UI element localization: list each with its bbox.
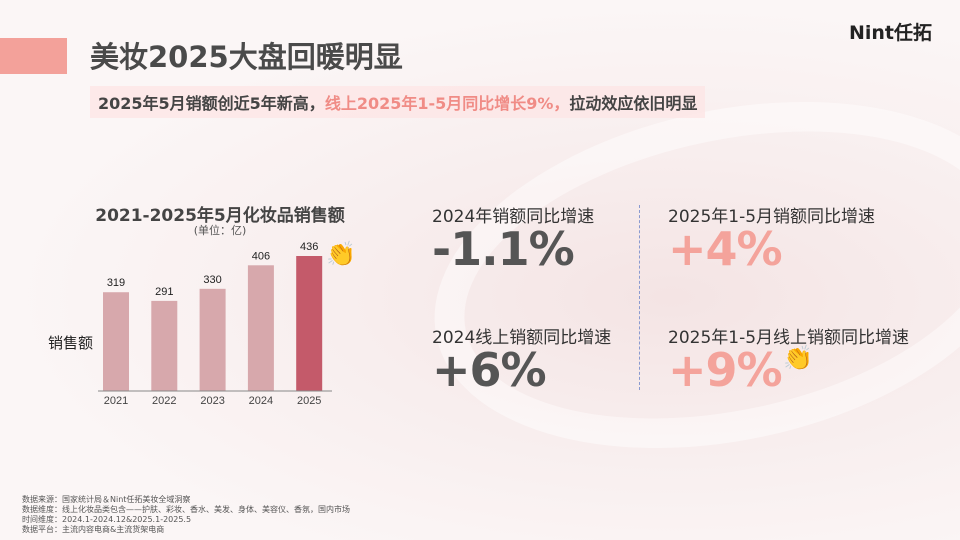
- bar: [151, 300, 178, 391]
- bar-value-label: 406: [252, 250, 270, 262]
- footer-line: 时间维度：2024.1-2024.12&2025.1-2025.5: [22, 515, 192, 524]
- footer-line: 数据平台：主流内容电商&主流货架电商: [22, 525, 165, 534]
- x-tick-label: 2025: [297, 395, 321, 407]
- stat-label: 2024年销额同比增速: [432, 207, 595, 227]
- stat-label: 2025年1-5月销额同比增速: [668, 207, 876, 227]
- footer-notes: 数据来源：国家统计局＆Nint任拓美妆全域洞察 数据维度：线上化妆品类包含——护…: [22, 495, 350, 535]
- stat-label: 2025年1-5月线上销额同比增速: [668, 328, 910, 348]
- bar: [296, 256, 323, 391]
- page-title: 美妆2025大盘回暖明显: [90, 40, 403, 74]
- stat-value: -1.1%: [432, 222, 575, 276]
- x-tick-label: 2022: [152, 395, 176, 407]
- x-tick-label: 2021: [104, 395, 128, 407]
- chart-unit: (单位：亿): [193, 224, 247, 237]
- subtitle: 2025年5月销额创近5年新高，线上2025年1-5月同比增长9%，拉动效应依旧…: [90, 86, 706, 118]
- chart-title: 2021-2025年5月化妆品销售额: [95, 206, 345, 226]
- clapping-hands-icon: 👏: [326, 240, 356, 268]
- stat-value: +4%: [668, 222, 783, 276]
- x-tick-label: 2023: [200, 395, 224, 407]
- bar-value-label: 436: [300, 241, 318, 253]
- stat-label: 2024线上销额同比增速: [432, 328, 612, 348]
- bar-value-label: 330: [203, 274, 221, 286]
- clapping-hands-icon: 👏: [783, 344, 813, 372]
- footer-line: 数据维度：线上化妆品类包含——护肤、彩妆、香水、美发、身体、美容仪、香氛，国内市…: [22, 505, 350, 514]
- bar-value-label: 319: [107, 277, 125, 289]
- bar: [103, 292, 129, 391]
- footer-line: 数据来源：国家统计局＆Nint任拓美妆全域洞察: [22, 495, 191, 504]
- chart-y-label: 销售额: [48, 334, 94, 352]
- subtitle-highlight: 线上2025年1-5月同比增长9%，: [324, 94, 570, 113]
- stat-value: +9%: [668, 343, 783, 397]
- bar: [247, 265, 274, 391]
- subtitle-text: 2025年5月销额创近5年新高，: [98, 94, 325, 113]
- brand-logo: Nint任拓: [848, 22, 932, 44]
- subtitle-text-end: 拉动效应依旧明显: [569, 94, 698, 113]
- stats-divider: [639, 205, 640, 390]
- title-accent-bar: [0, 38, 67, 74]
- bar: [199, 288, 226, 391]
- x-tick-label: 2024: [249, 395, 273, 407]
- stat-value: +6%: [432, 343, 547, 397]
- bar-value-label: 291: [155, 286, 173, 298]
